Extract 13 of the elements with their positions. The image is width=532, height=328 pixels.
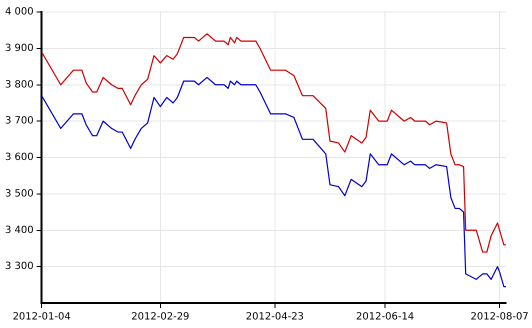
y-tick-label: 3 900 xyxy=(4,42,34,54)
x-tick-label: 2012-01-04 xyxy=(12,312,71,323)
y-tick-label: 4 000 xyxy=(4,6,34,18)
x-tick-label: 2012-04-23 xyxy=(246,312,304,323)
y-tick-label: 3 800 xyxy=(4,79,34,90)
y-tick-label: 3 400 xyxy=(4,224,34,236)
y-tick-label: 3 600 xyxy=(4,152,34,164)
x-tick-label: 2012-08-07 xyxy=(470,312,529,323)
y-tick-label: 3 300 xyxy=(4,261,34,272)
x-tick-label: 2012-06-14 xyxy=(356,312,414,323)
x-tick-label: 2012-02-29 xyxy=(131,312,190,323)
y-tick-label: 3 700 xyxy=(4,116,34,127)
y-tick-label: 3 500 xyxy=(4,188,34,200)
